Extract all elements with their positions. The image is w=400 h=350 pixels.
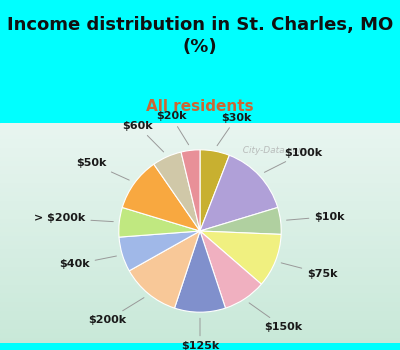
Wedge shape — [122, 164, 200, 231]
Bar — [0, 246, 400, 250]
Bar — [0, 264, 400, 268]
Wedge shape — [154, 152, 200, 231]
Bar — [0, 158, 400, 162]
Wedge shape — [200, 231, 261, 308]
Bar — [0, 175, 400, 180]
Bar — [0, 215, 400, 219]
Text: $125k: $125k — [181, 318, 219, 350]
Bar — [0, 316, 400, 321]
Bar — [0, 197, 400, 202]
Bar — [0, 281, 400, 286]
Text: $100k: $100k — [264, 148, 323, 172]
Text: $30k: $30k — [217, 113, 252, 146]
Bar — [0, 321, 400, 326]
Bar — [0, 259, 400, 264]
Bar — [0, 277, 400, 281]
Bar — [0, 233, 400, 237]
Bar — [0, 180, 400, 184]
Bar — [0, 334, 400, 338]
Bar — [0, 250, 400, 255]
Bar — [0, 122, 400, 127]
Wedge shape — [119, 231, 200, 271]
Wedge shape — [200, 155, 278, 231]
Bar — [0, 330, 400, 334]
Bar — [0, 312, 400, 316]
Text: $10k: $10k — [286, 211, 345, 222]
Bar — [0, 140, 400, 145]
Bar — [0, 162, 400, 167]
Bar — [0, 299, 400, 303]
Bar — [0, 308, 400, 312]
Bar — [0, 326, 400, 330]
Wedge shape — [181, 150, 200, 231]
Bar — [0, 224, 400, 228]
Bar — [0, 219, 400, 224]
Bar — [0, 127, 400, 131]
Bar — [0, 206, 400, 211]
Text: $60k: $60k — [122, 121, 164, 152]
Wedge shape — [200, 208, 281, 234]
Bar — [0, 145, 400, 149]
Bar — [0, 303, 400, 308]
Bar — [0, 193, 400, 197]
Bar — [0, 167, 400, 171]
Bar — [0, 189, 400, 193]
Bar — [0, 171, 400, 175]
Text: $40k: $40k — [59, 256, 116, 270]
Bar — [0, 131, 400, 136]
Wedge shape — [129, 231, 200, 308]
Wedge shape — [200, 231, 281, 284]
Text: City-Data.com: City-Data.com — [236, 146, 306, 155]
Bar — [0, 149, 400, 153]
Bar — [0, 338, 400, 343]
Bar — [0, 211, 400, 215]
Text: $50k: $50k — [76, 158, 129, 180]
Bar — [0, 268, 400, 272]
Bar — [0, 237, 400, 241]
Text: $20k: $20k — [156, 112, 189, 145]
Text: Income distribution in St. Charles, MO
(%): Income distribution in St. Charles, MO (… — [7, 16, 393, 56]
Text: > $200k: > $200k — [34, 214, 113, 223]
Bar — [0, 272, 400, 277]
Bar — [0, 241, 400, 246]
Wedge shape — [174, 231, 226, 312]
Text: $75k: $75k — [281, 263, 338, 279]
Wedge shape — [200, 150, 229, 231]
Text: $200k: $200k — [88, 298, 144, 325]
Bar — [0, 286, 400, 290]
Text: $150k: $150k — [249, 303, 302, 332]
Bar — [0, 153, 400, 158]
Bar — [0, 290, 400, 294]
Bar — [0, 184, 400, 189]
Bar — [0, 202, 400, 206]
Text: All residents: All residents — [146, 99, 254, 114]
Bar — [0, 294, 400, 299]
Wedge shape — [119, 208, 200, 237]
Bar — [0, 255, 400, 259]
Bar — [0, 136, 400, 140]
Bar — [0, 228, 400, 233]
